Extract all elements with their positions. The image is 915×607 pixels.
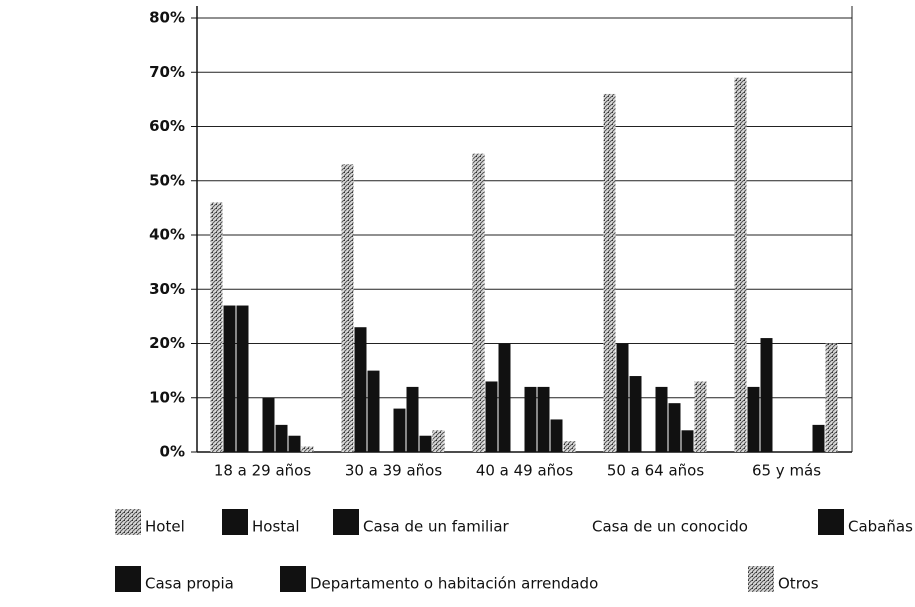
legend-label: Cabañas	[848, 518, 913, 536]
bar	[367, 370, 380, 452]
y-tick-label: 0%	[160, 443, 185, 461]
bar	[616, 343, 629, 452]
bar	[550, 419, 563, 452]
y-tick-label: 20%	[149, 334, 185, 352]
bar	[694, 381, 707, 452]
legend-swatch	[115, 566, 141, 592]
bar	[655, 386, 668, 452]
bar	[341, 164, 354, 452]
legend-swatch	[115, 509, 141, 535]
x-tick-label: 65 y más	[752, 462, 821, 480]
y-tick-label: 40%	[149, 226, 185, 244]
y-tick-label: 80%	[149, 9, 185, 27]
legend-label: Hotel	[145, 518, 185, 536]
legend-label: Casa de un familiar	[363, 518, 510, 536]
legend-swatch	[280, 566, 306, 592]
bar	[734, 77, 747, 453]
x-tick-label: 18 a 29 años	[214, 462, 312, 480]
bar	[563, 441, 576, 452]
bar	[760, 338, 773, 452]
bar	[603, 93, 616, 452]
bar	[288, 435, 301, 452]
legend-swatch	[333, 509, 359, 535]
y-tick-label: 30%	[149, 280, 185, 298]
bar	[354, 327, 367, 452]
legend-swatch	[748, 566, 774, 592]
bar	[472, 153, 485, 452]
legend-label: Otros	[778, 575, 819, 593]
bar	[812, 424, 825, 452]
bar	[498, 343, 511, 452]
bar	[485, 381, 498, 452]
legend-swatch	[818, 509, 844, 535]
bar	[236, 305, 249, 452]
legend-label: Hostal	[252, 518, 300, 536]
legend-label: Casa propia	[145, 575, 234, 593]
y-tick-label: 70%	[149, 63, 185, 81]
y-tick-label: 60%	[149, 117, 185, 135]
bar	[406, 386, 419, 452]
bar	[537, 386, 550, 452]
x-tick-label: 50 a 64 años	[607, 462, 705, 480]
legend-label: Casa de un conocido	[592, 518, 748, 536]
y-tick-label: 50%	[149, 171, 185, 189]
bar	[262, 397, 275, 452]
bar	[210, 202, 223, 452]
bar	[524, 386, 537, 452]
bar	[668, 403, 681, 452]
bar	[301, 446, 314, 452]
bar	[393, 408, 406, 452]
bar	[275, 424, 288, 452]
bar	[432, 430, 445, 452]
bar	[747, 386, 760, 452]
bar	[629, 376, 642, 452]
bar	[419, 435, 432, 452]
legend-label: Departamento o habitación arrendado	[310, 575, 598, 593]
bar	[681, 430, 694, 452]
legend-swatch	[222, 509, 248, 535]
bar	[223, 305, 236, 452]
y-tick-label: 10%	[149, 388, 185, 406]
x-tick-label: 40 a 49 años	[476, 462, 574, 480]
x-tick-label: 30 a 39 años	[345, 462, 443, 480]
bar	[825, 343, 838, 452]
